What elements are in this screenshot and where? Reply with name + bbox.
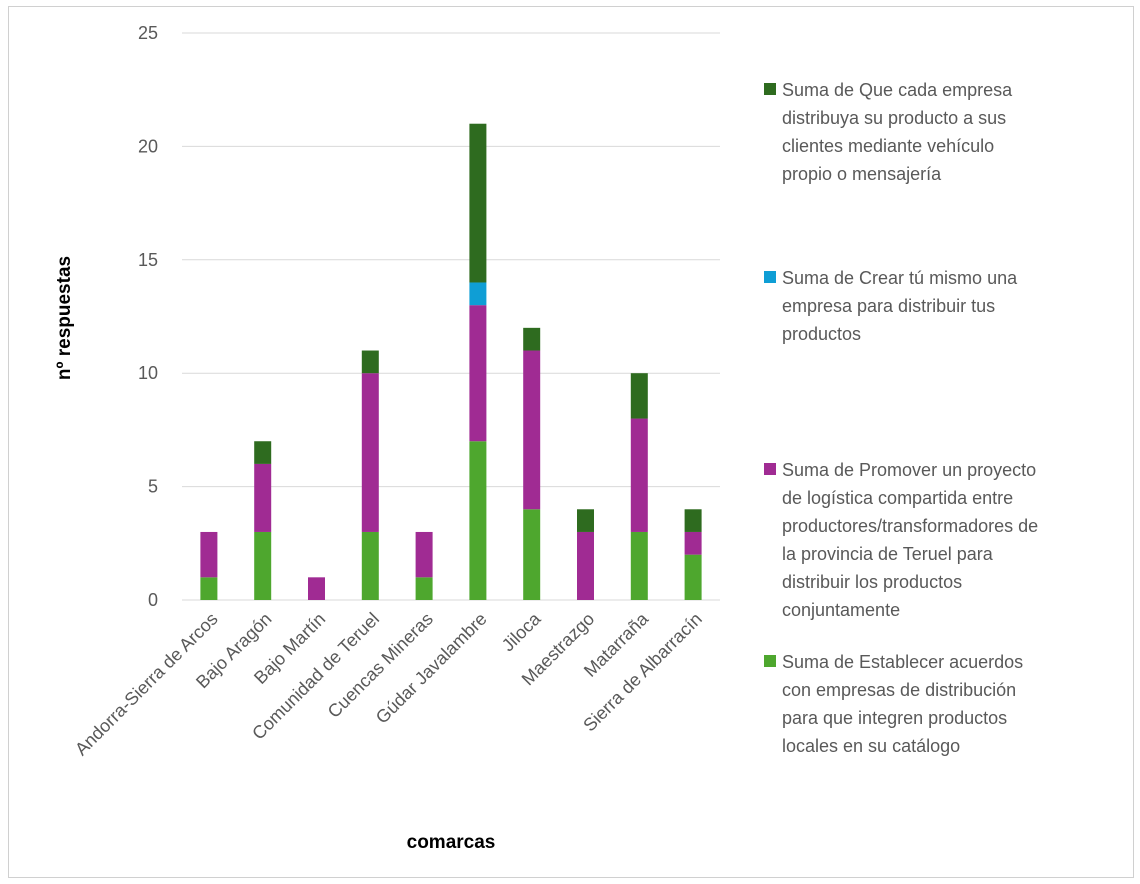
bar-segment (523, 509, 540, 600)
bar-segment (631, 532, 648, 600)
y-tick-label: 15 (138, 250, 158, 270)
bar-segment (254, 532, 271, 600)
legend-swatch (764, 655, 776, 667)
legend-item: Suma de Crear tú mismo una empresa para … (764, 264, 1124, 348)
bar-segment (469, 124, 486, 283)
legend-item: Suma de Promover un proyecto de logístic… (764, 456, 1124, 624)
bar-segment (523, 328, 540, 351)
y-tick-label: 25 (138, 23, 158, 43)
y-tick-label: 20 (138, 136, 158, 156)
legend-label: Suma de Establecer acuerdos con empresas… (782, 648, 1102, 760)
bars (200, 124, 701, 600)
x-tick-label: Jiloca (498, 608, 545, 655)
y-tick-label: 10 (138, 363, 158, 383)
bar-segment (308, 577, 325, 600)
legend-label: Suma de Que cada empresa distribuya su p… (782, 76, 1102, 188)
bar-segment (469, 441, 486, 600)
bar-segment (362, 532, 379, 600)
legend-swatch (764, 271, 776, 283)
legend-label: Suma de Promover un proyecto de logístic… (782, 456, 1102, 624)
y-tick-label: 5 (148, 477, 158, 497)
y-tick-label: 0 (148, 590, 158, 610)
y-axis-title: nº respuestas (54, 256, 75, 380)
bar-segment (577, 532, 594, 600)
bar-segment (416, 577, 433, 600)
legend-item: Suma de Establecer acuerdos con empresas… (764, 648, 1124, 760)
legend-label: Suma de Crear tú mismo una empresa para … (782, 264, 1102, 348)
bar-segment (685, 532, 702, 555)
bar-segment (577, 509, 594, 532)
bar-segment (469, 305, 486, 441)
bar-segment (523, 351, 540, 510)
y-tick-labels: 0 5 10 15 20 25 (138, 23, 158, 610)
legend: Suma de Que cada empresa distribuya su p… (764, 0, 1124, 884)
legend-swatch (764, 463, 776, 475)
bar-segment (362, 351, 379, 374)
bar-segment (200, 577, 217, 600)
bar-segment (631, 373, 648, 418)
x-axis-title: comarcas (407, 832, 496, 853)
bar-segment (631, 419, 648, 532)
bar-segment (685, 555, 702, 600)
legend-item: Suma de Que cada empresa distribuya su p… (764, 76, 1124, 188)
bar-segment (362, 373, 379, 532)
bar-segment (200, 532, 217, 577)
bar-segment (254, 441, 271, 464)
bar-segment (416, 532, 433, 577)
bar-segment (469, 282, 486, 305)
legend-swatch (764, 83, 776, 95)
bar-segment (685, 509, 702, 532)
bar-segment (254, 464, 271, 532)
